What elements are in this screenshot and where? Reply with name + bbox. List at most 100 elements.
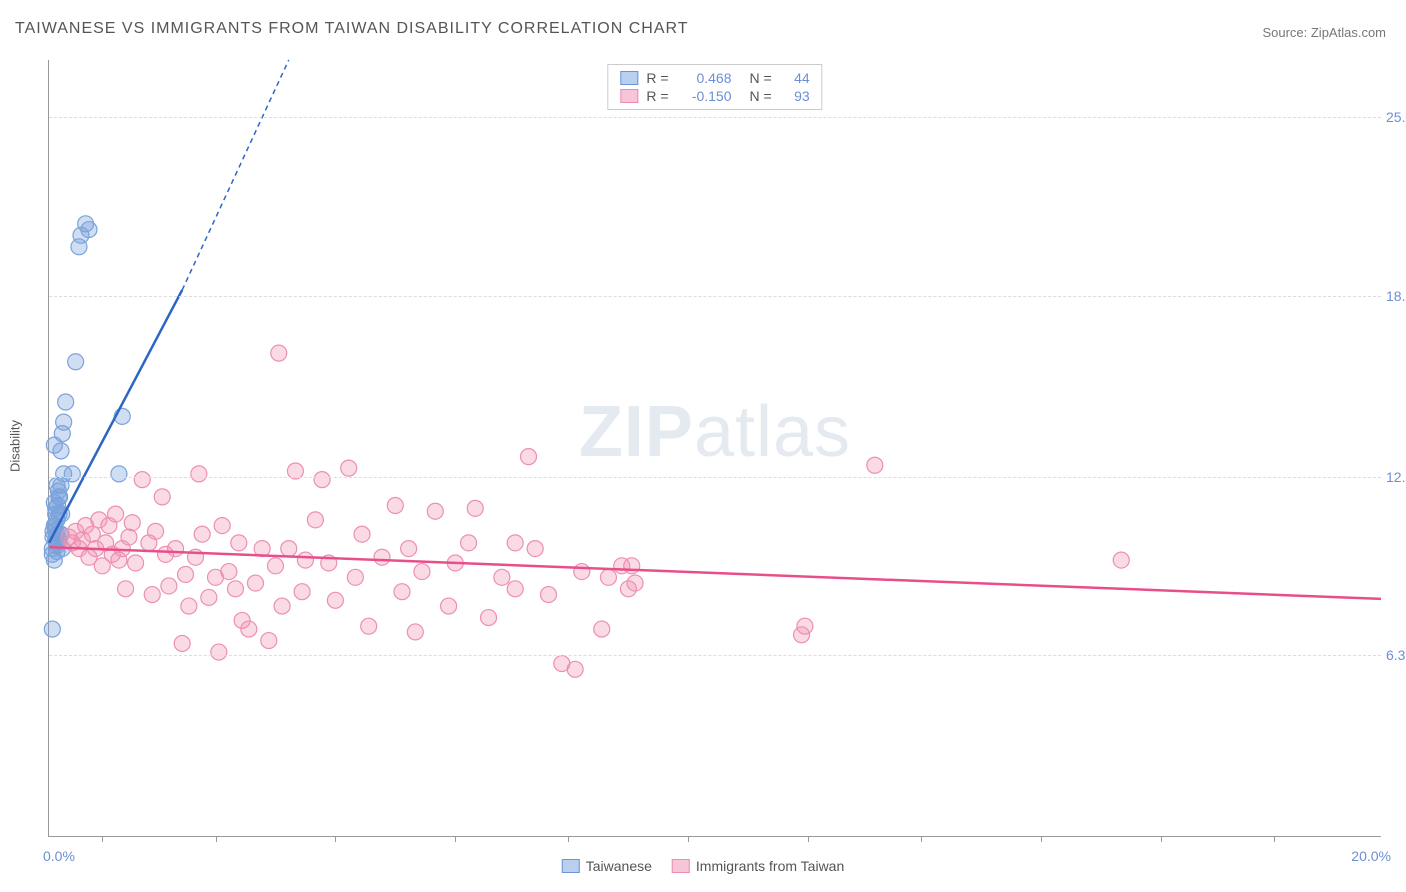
legend-swatch [620,89,638,103]
legend-swatch [620,71,638,85]
y-axis-label: Disability [8,420,23,472]
data-point [594,621,610,637]
data-point [44,621,60,637]
data-point [241,621,257,637]
data-point [797,618,813,634]
data-point [567,661,583,677]
data-point [624,558,640,574]
data-point [231,535,247,551]
data-point [494,569,510,585]
data-point [361,618,377,634]
correlation-legend-row: R = -0.150 N = 93 [620,87,809,105]
plot-area: ZIPatlas R =0.468N =44R =-0.150N =93 0.0… [48,60,1381,837]
data-point [867,457,883,473]
r-value: 0.468 [677,70,732,86]
legend-swatch [562,859,580,873]
data-point [374,549,390,565]
y-tick-label: 12.5% [1386,469,1406,485]
data-point [68,354,84,370]
data-point [201,589,217,605]
x-tick [216,836,217,842]
chart-title: TAIWANESE VS IMMIGRANTS FROM TAIWAN DISA… [15,20,689,38]
data-point [111,466,127,482]
data-point [297,552,313,568]
data-point [108,506,124,522]
trend-line [49,547,1381,599]
data-point [56,414,72,430]
correlation-legend: R = 0.468 N = 44 R = -0.150 N = 93 [607,64,822,110]
legend-item: Immigrants from Taiwan [672,858,844,874]
data-point [227,581,243,597]
gridline [49,655,1381,656]
x-tick [1274,836,1275,842]
data-point [407,624,423,640]
data-point [467,500,483,516]
data-point [178,566,194,582]
data-point [341,460,357,476]
data-point [461,535,477,551]
x-tick [808,836,809,842]
data-point [600,569,616,585]
data-point [168,541,184,557]
series-legend: Taiwanese Immigrants from Taiwan [562,858,845,874]
y-tick-label: 6.3% [1386,647,1406,663]
source-label: Source: ZipAtlas.com [1262,25,1386,40]
data-point [527,541,543,557]
data-point [314,472,330,488]
legend-label: Immigrants from Taiwan [696,858,844,874]
x-tick [1041,836,1042,842]
data-point [271,345,287,361]
data-point [294,584,310,600]
legend-label: Taiwanese [586,858,652,874]
n-label: N = [750,88,772,104]
r-label: R = [646,70,668,86]
data-point [52,489,68,505]
data-point [281,541,297,557]
gridline [49,117,1381,118]
data-point [247,575,263,591]
correlation-legend-row: R = 0.468 N = 44 [620,69,809,87]
data-point [118,581,134,597]
data-point [194,526,210,542]
data-point [427,503,443,519]
data-point [181,598,197,614]
data-point [148,523,164,539]
data-point [221,564,237,580]
data-point [81,222,97,238]
data-point [46,437,62,453]
x-tick [568,836,569,842]
data-point [121,529,137,545]
data-point [191,466,207,482]
data-point [144,587,160,603]
trend-line-extrapolated [182,60,289,290]
data-point [134,472,150,488]
legend-item: Taiwanese [562,858,652,874]
x-tick [335,836,336,842]
gridline [49,477,1381,478]
x-axis-label-min: 0.0% [43,848,75,864]
n-value: 44 [780,70,810,86]
x-tick [455,836,456,842]
data-point [414,564,430,580]
data-point [627,575,643,591]
y-tick-label: 25.0% [1386,109,1406,125]
data-point [64,466,80,482]
data-point [401,541,417,557]
data-point [541,587,557,603]
data-point [574,564,590,580]
data-point [261,633,277,649]
n-value: 93 [780,88,810,104]
r-value: -0.150 [677,88,732,104]
r-label: R = [646,88,668,104]
data-point [507,581,523,597]
data-point [507,535,523,551]
n-label: N = [750,70,772,86]
data-point [174,635,190,651]
data-point [327,592,343,608]
data-point [394,584,410,600]
data-point [211,644,227,660]
data-point [354,526,370,542]
data-point [267,558,283,574]
x-tick [688,836,689,842]
data-point [1113,552,1129,568]
